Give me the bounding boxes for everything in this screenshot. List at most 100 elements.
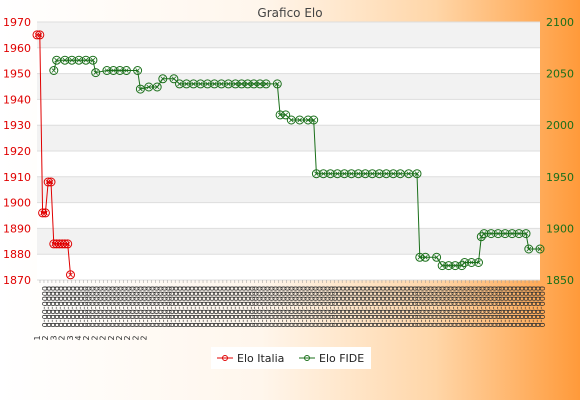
data-point-cross bbox=[391, 171, 396, 176]
data-point-cross bbox=[289, 117, 294, 123]
data-point bbox=[74, 55, 84, 65]
x-tick-label: 0000-00-0 bbox=[287, 286, 296, 327]
data-point bbox=[66, 270, 75, 280]
x-tick-label: 0000-00-0 bbox=[398, 286, 407, 327]
data-point bbox=[500, 229, 510, 239]
x-tick-label: 0000-00-0 bbox=[322, 286, 331, 327]
data-point bbox=[521, 229, 531, 239]
data-point bbox=[457, 261, 467, 271]
x-tick-label-group: 0000-00-0 bbox=[207, 286, 216, 327]
x-tick-label: 0000-00-0 bbox=[171, 286, 180, 327]
data-point-cross bbox=[83, 57, 89, 63]
data-point bbox=[88, 55, 98, 65]
x-tick-label-group: 0000-00-0 bbox=[108, 286, 117, 327]
x-tick-label: 0000-00-0 bbox=[211, 286, 220, 327]
x-tick-label-group: 0000-00-0 bbox=[358, 286, 367, 327]
x-tick-label: 0000-00-0 bbox=[298, 286, 307, 327]
x-tick-label: 0000-00-0 bbox=[521, 286, 530, 327]
x-tick-label: 0000-00-0 bbox=[346, 286, 355, 327]
x-tick-label-group: 0000-00-0 bbox=[239, 286, 248, 327]
x-tick-label: 0000-00-0 bbox=[207, 286, 216, 327]
data-point bbox=[67, 55, 77, 65]
x-tick-label-group: 0000-00-0 bbox=[493, 286, 502, 327]
x-tick-label: 0000-00-0 bbox=[44, 286, 53, 327]
x-tick-label-group: 0000-00-0 bbox=[167, 286, 176, 327]
x-tick-label-group: 0000-00-0 bbox=[461, 286, 470, 327]
x-tick-label-group: 0000-00-0 bbox=[402, 286, 411, 327]
data-point-cross bbox=[171, 76, 177, 82]
x-tick-label-group: 0000-00-0 bbox=[183, 286, 192, 327]
data-point bbox=[415, 252, 425, 262]
x-tick-label: 0000-00-0 bbox=[318, 286, 327, 327]
x-tick-label-group: 0000-00-0 bbox=[127, 286, 136, 327]
x-tick-label: 0000-00-0 bbox=[52, 286, 61, 327]
data-point-cross bbox=[439, 263, 445, 268]
x-tick-label-group: 0000-00-0 bbox=[143, 286, 152, 327]
data-point bbox=[169, 74, 179, 84]
x-tick-label-group: 0000-00-0 bbox=[473, 286, 482, 327]
data-point bbox=[255, 79, 265, 89]
left-tick-label: 1940 bbox=[3, 93, 31, 106]
x-tick-label-group: 0000-00-0 bbox=[477, 286, 486, 327]
x-tick-label-group: 0000-00-0 bbox=[243, 286, 252, 327]
x-tick-label: 0000-00-0 bbox=[40, 286, 49, 327]
data-point bbox=[388, 169, 398, 179]
data-point-cross bbox=[397, 171, 403, 176]
x-tick-label: 0000-00-0 bbox=[497, 286, 506, 327]
data-point bbox=[444, 261, 454, 271]
data-point bbox=[325, 169, 335, 179]
x-tick-label-group: 0000-00-0 bbox=[342, 286, 351, 327]
x-tick-label-group: 0000-00-0 bbox=[334, 286, 343, 327]
data-point-cross bbox=[342, 171, 347, 176]
x-tick-label-group: 0000-00-0 bbox=[123, 286, 132, 327]
data-point bbox=[81, 55, 91, 65]
x-tick-label: 0000-00-0 bbox=[370, 286, 379, 327]
x-tick-label: 0000-00-0 bbox=[326, 286, 335, 327]
x-tick-label-group: 0000-00-0 bbox=[485, 286, 494, 327]
x-tick-label: 0000-00-0 bbox=[402, 286, 411, 327]
data-point-cross bbox=[245, 81, 250, 87]
x-tick-label: 0000-00-0 bbox=[390, 286, 399, 327]
x-tick-label-group: 0000-00-0 bbox=[489, 286, 498, 327]
left-tick-label: 1970 bbox=[3, 16, 31, 29]
x-tick-label-group: 0000-00-0 bbox=[422, 286, 431, 327]
x-tick-label: 0000-00-0 bbox=[223, 286, 232, 327]
x-tick-label-group: 0000-00-0 bbox=[271, 286, 280, 327]
x-tick-label-group: 0000-00-0 bbox=[263, 286, 272, 327]
data-point-cross bbox=[69, 57, 75, 63]
x-tick-label: 0000-00-0 bbox=[454, 286, 463, 327]
x-tick-label: 0000-00-0 bbox=[489, 286, 498, 327]
data-point bbox=[272, 79, 282, 89]
x-tick-label: 0000-00-0 bbox=[442, 286, 451, 327]
data-point bbox=[158, 74, 168, 84]
x-tick-label: 0000-00-0 bbox=[159, 286, 168, 327]
data-point-cross bbox=[434, 255, 439, 260]
x-tick-label: 0000-00-0 bbox=[120, 286, 129, 327]
data-point-cross bbox=[516, 231, 522, 236]
x-tick-label-group: 0000-00-0 bbox=[259, 286, 268, 327]
x-tick-label-group: 0000-00-0 bbox=[497, 286, 506, 327]
x-tick-digit: 2 bbox=[90, 335, 99, 340]
x-tick-label-group: 0000-00-0 bbox=[378, 286, 387, 327]
x-tick-label-group: 0000-00-0 bbox=[155, 286, 164, 327]
right-tick-label: 1900 bbox=[546, 222, 574, 235]
x-tick-label-group: 0000-00-0 bbox=[175, 286, 184, 327]
x-tick-label: 0000-00-0 bbox=[227, 286, 236, 327]
x-tick-digit: 2 bbox=[58, 335, 67, 340]
x-tick-label: 0000-00-0 bbox=[48, 286, 57, 327]
x-tick-label: 0000-00-0 bbox=[84, 286, 93, 327]
x-tick-label-group: 0000-00-0 bbox=[139, 286, 148, 327]
data-point-cross bbox=[184, 81, 189, 87]
x-tick-label-group: 0000-00-0 bbox=[223, 286, 232, 327]
data-point bbox=[196, 79, 205, 89]
x-tick-digit: 2 bbox=[140, 335, 149, 340]
x-tick-label: 0000-00-0 bbox=[310, 286, 319, 327]
data-point-cross bbox=[377, 171, 382, 176]
x-tick-label-group: 0000-00-0 bbox=[251, 286, 260, 327]
x-tick-label: 0000-00-0 bbox=[422, 286, 431, 327]
x-tick-label-group: 0000-00-0 bbox=[513, 286, 522, 327]
x-tick-label: 0000-00-0 bbox=[426, 286, 435, 327]
data-point bbox=[309, 115, 319, 125]
data-point-cross bbox=[138, 86, 143, 92]
